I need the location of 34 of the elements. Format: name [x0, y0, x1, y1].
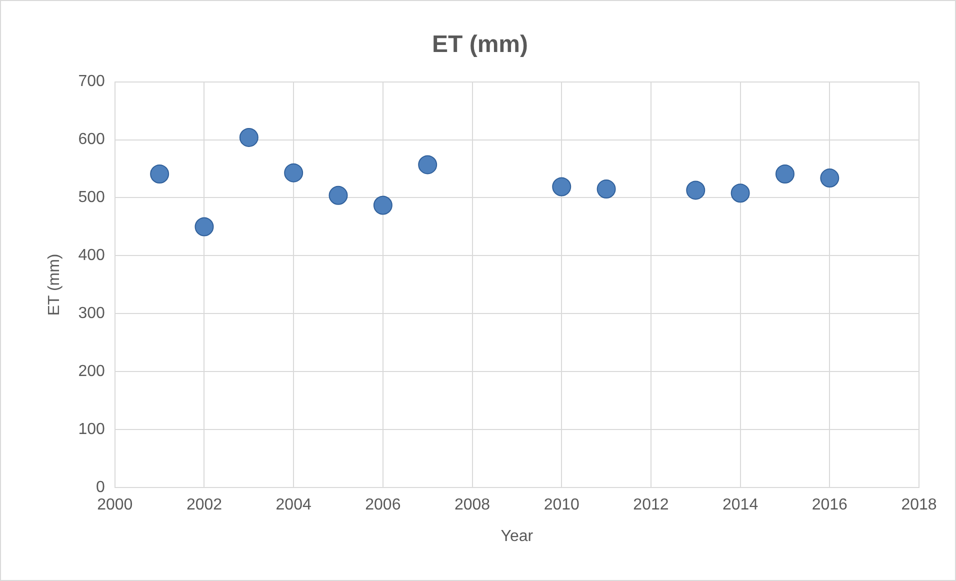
- x-tick-label: 2002: [186, 496, 222, 514]
- point: [820, 168, 840, 188]
- y-axis-title: ET (mm): [46, 254, 64, 316]
- y-tick-label: 500: [78, 189, 105, 206]
- y-tick-label: 200: [78, 363, 105, 380]
- chart-title: ET (mm): [432, 31, 528, 58]
- point: [194, 217, 214, 236]
- x-axis-title: Year: [500, 528, 534, 545]
- point: [686, 180, 706, 200]
- y-tick-label: 300: [78, 305, 105, 322]
- point: [418, 155, 438, 174]
- point: [552, 177, 572, 196]
- y-tick-label: 400: [78, 247, 105, 264]
- x-tick-label: 2016: [812, 496, 848, 514]
- y-tick-label: 700: [78, 73, 105, 90]
- x-tick-label: 2018: [901, 496, 937, 514]
- point: [596, 180, 616, 199]
- x-tick-label: 2012: [633, 496, 669, 514]
- y-tick-label: 600: [78, 131, 105, 148]
- x-tick-label: 2004: [276, 496, 312, 514]
- x-tick-label: 2010: [544, 496, 580, 514]
- point: [730, 184, 750, 203]
- y-tick-label: 0: [96, 479, 105, 496]
- x-tick-label: 2006: [365, 496, 401, 514]
- point: [328, 186, 348, 205]
- point: [775, 164, 794, 184]
- point: [373, 196, 392, 215]
- x-tick-label: 2014: [722, 496, 758, 514]
- x-tick-label: 2000: [97, 496, 133, 514]
- point: [284, 163, 304, 182]
- point: [239, 128, 258, 147]
- y-tick-label: 100: [78, 421, 105, 438]
- point: [150, 164, 170, 184]
- x-tick-label: 2008: [454, 496, 490, 514]
